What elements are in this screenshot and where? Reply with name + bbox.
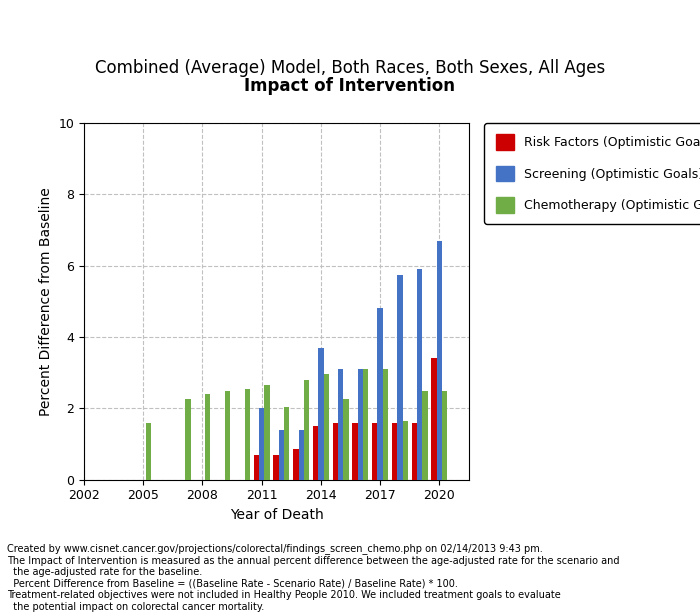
Text: Combined (Average) Model, Both Races, Both Sexes, All Ages: Combined (Average) Model, Both Races, Bo…	[95, 59, 605, 77]
Bar	[274, 454, 279, 480]
Bar	[225, 391, 230, 480]
Bar	[397, 274, 402, 480]
Bar	[323, 375, 329, 480]
Bar	[338, 369, 343, 480]
Bar	[253, 454, 259, 480]
Bar	[442, 391, 447, 480]
Bar	[279, 430, 284, 480]
Bar	[392, 423, 397, 480]
Bar	[437, 240, 442, 480]
Bar	[422, 391, 428, 480]
Bar	[372, 423, 377, 480]
Bar	[304, 380, 309, 480]
Legend: Risk Factors (Optimistic Goals), Screening (Optimistic Goals), Chemotherapy (Opt: Risk Factors (Optimistic Goals), Screeni…	[484, 123, 700, 224]
Bar	[332, 423, 338, 480]
Bar	[431, 359, 437, 480]
Bar	[412, 423, 417, 480]
Bar	[343, 400, 349, 480]
Y-axis label: Percent Difference from Baseline: Percent Difference from Baseline	[38, 187, 52, 416]
Bar	[244, 389, 250, 480]
Bar	[313, 426, 319, 480]
Bar	[363, 369, 368, 480]
Bar	[293, 450, 298, 480]
Bar	[146, 423, 151, 480]
Bar	[259, 408, 265, 480]
Bar	[417, 269, 422, 480]
Bar	[358, 369, 363, 480]
Text: Created by www.cisnet.cancer.gov/projections/colorectal/findings_screen_chemo.ph: Created by www.cisnet.cancer.gov/project…	[7, 543, 620, 612]
Bar	[318, 347, 323, 480]
Bar	[383, 369, 389, 480]
Bar	[186, 400, 190, 480]
Bar	[352, 423, 358, 480]
Bar	[284, 407, 289, 480]
Bar	[377, 309, 383, 480]
Bar	[265, 385, 270, 480]
Text: Impact of Intervention: Impact of Intervention	[244, 77, 456, 95]
Bar	[205, 394, 211, 480]
Bar	[298, 430, 304, 480]
Bar	[402, 421, 408, 480]
X-axis label: Year of Death: Year of Death	[230, 508, 323, 522]
